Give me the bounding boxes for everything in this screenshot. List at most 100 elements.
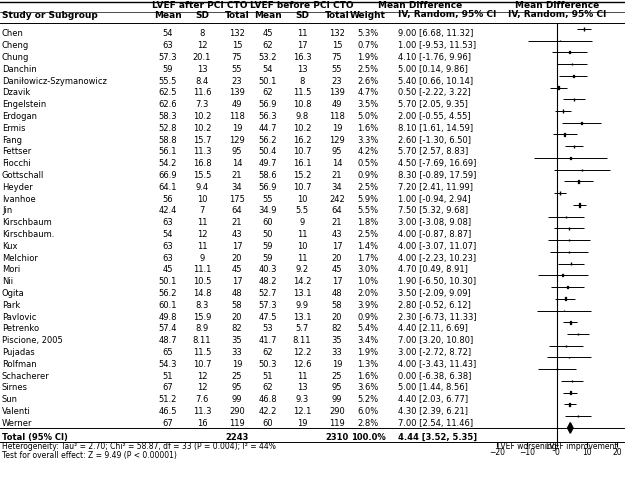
Text: 16.8: 16.8: [192, 159, 211, 168]
Text: 8.4: 8.4: [196, 77, 209, 86]
Text: 16.1: 16.1: [292, 159, 311, 168]
Text: 55.5: 55.5: [159, 77, 177, 86]
Text: 11: 11: [297, 372, 308, 381]
Text: 49: 49: [332, 100, 342, 109]
Text: 2310: 2310: [326, 433, 349, 442]
Text: 8.10 [1.61, 14.59]: 8.10 [1.61, 14.59]: [398, 124, 473, 133]
Text: 64: 64: [332, 206, 342, 216]
Text: 75: 75: [232, 53, 242, 62]
Text: 5.70 [2.05, 9.35]: 5.70 [2.05, 9.35]: [398, 100, 468, 109]
Text: Valenti: Valenti: [2, 407, 31, 416]
Text: 9: 9: [299, 218, 304, 227]
Text: 52.7: 52.7: [259, 289, 278, 298]
Text: 1.9%: 1.9%: [357, 348, 379, 357]
Text: 8: 8: [299, 77, 305, 86]
Text: 58: 58: [332, 301, 342, 310]
Text: 10.2: 10.2: [192, 112, 211, 121]
Text: Kux: Kux: [2, 242, 18, 251]
Text: Ermis: Ermis: [2, 124, 26, 133]
Text: 8.3: 8.3: [195, 301, 209, 310]
Text: 14: 14: [332, 159, 342, 168]
Bar: [562, 109, 563, 113]
Text: 9.8: 9.8: [296, 112, 309, 121]
Text: 5.40 [0.66, 10.14]: 5.40 [0.66, 10.14]: [398, 77, 473, 86]
Text: 64.1: 64.1: [159, 183, 177, 192]
Text: Mean Difference: Mean Difference: [378, 0, 462, 10]
Text: Fiocchi: Fiocchi: [2, 159, 31, 168]
Text: 100.0%: 100.0%: [351, 433, 386, 442]
Text: 8.9: 8.9: [196, 324, 209, 333]
Text: 25: 25: [332, 372, 342, 381]
Text: 2.30 [-6.73, 11.33]: 2.30 [-6.73, 11.33]: [398, 313, 477, 321]
Text: 11: 11: [197, 218, 208, 227]
Text: 13: 13: [297, 383, 308, 392]
Text: 62.6: 62.6: [159, 100, 177, 109]
Text: 4.2%: 4.2%: [357, 148, 379, 157]
Text: 62: 62: [262, 348, 273, 357]
Text: 2.6%: 2.6%: [357, 77, 379, 86]
Text: 4.10 [-1.76, 9.96]: 4.10 [-1.76, 9.96]: [398, 53, 471, 62]
Text: 19: 19: [332, 124, 342, 133]
Text: 12: 12: [197, 383, 208, 392]
Text: 53: 53: [262, 324, 273, 333]
Text: 20: 20: [232, 253, 242, 262]
Text: 56: 56: [162, 194, 173, 204]
Text: 2.80 [-0.52, 6.12]: 2.80 [-0.52, 6.12]: [398, 301, 471, 310]
Text: Piscione, 2005: Piscione, 2005: [2, 336, 62, 345]
Text: 5.00 [0.14, 9.86]: 5.00 [0.14, 9.86]: [398, 65, 468, 74]
Bar: [565, 297, 566, 300]
Text: 55: 55: [332, 65, 342, 74]
Bar: [559, 192, 561, 195]
Text: 12: 12: [197, 372, 208, 381]
Text: 50: 50: [262, 230, 273, 239]
Text: 62: 62: [262, 89, 273, 97]
Text: 11.3: 11.3: [192, 407, 211, 416]
Text: 34: 34: [232, 183, 242, 192]
Text: 16.3: 16.3: [292, 53, 311, 62]
Text: Total (95% CI): Total (95% CI): [2, 433, 68, 442]
Text: 5.9%: 5.9%: [357, 194, 379, 204]
Text: 10: 10: [297, 194, 308, 204]
Text: LVEF before PCI CTO: LVEF before PCI CTO: [250, 0, 354, 10]
Text: 5.2%: 5.2%: [357, 395, 379, 404]
Text: Jin: Jin: [2, 206, 12, 216]
Text: 23: 23: [332, 77, 342, 86]
Text: 11.5: 11.5: [292, 89, 311, 97]
Text: 16: 16: [197, 419, 208, 428]
Text: Mean: Mean: [154, 11, 182, 20]
Text: Chen: Chen: [2, 29, 24, 38]
Text: 43: 43: [332, 230, 342, 239]
Text: 59: 59: [262, 242, 273, 251]
Text: 7: 7: [199, 206, 205, 216]
Text: 0.9%: 0.9%: [357, 171, 379, 180]
Polygon shape: [568, 422, 573, 433]
Text: Chung: Chung: [2, 53, 29, 62]
Text: 118: 118: [329, 112, 345, 121]
Text: 11.6: 11.6: [192, 89, 211, 97]
Text: 2.60 [-1.30, 6.50]: 2.60 [-1.30, 6.50]: [398, 136, 471, 145]
Text: 54.2: 54.2: [159, 159, 177, 168]
Text: 51: 51: [262, 372, 273, 381]
Text: 42.4: 42.4: [159, 206, 177, 216]
Text: 35: 35: [232, 336, 242, 345]
Text: Ivanhoe: Ivanhoe: [2, 194, 36, 204]
Text: 44.7: 44.7: [259, 124, 278, 133]
Text: 3.6%: 3.6%: [357, 383, 379, 392]
Text: 48.7: 48.7: [159, 336, 177, 345]
Text: 15: 15: [232, 41, 242, 50]
Text: 132: 132: [329, 29, 345, 38]
Text: 5.3%: 5.3%: [357, 29, 379, 38]
Text: 5.7: 5.7: [296, 324, 309, 333]
Text: 95: 95: [232, 148, 242, 157]
Text: 4.00 [-3.07, 11.07]: 4.00 [-3.07, 11.07]: [398, 242, 476, 251]
Text: 12: 12: [197, 230, 208, 239]
Text: 64: 64: [232, 206, 242, 216]
Text: 9.9: 9.9: [296, 301, 309, 310]
Text: Danchin: Danchin: [2, 65, 37, 74]
Text: 45: 45: [232, 265, 242, 274]
Text: 4.44 [3.52, 5.35]: 4.44 [3.52, 5.35]: [398, 433, 477, 442]
Text: 34.9: 34.9: [259, 206, 278, 216]
Text: 139: 139: [329, 89, 345, 97]
Text: 2.5%: 2.5%: [357, 230, 379, 239]
Text: 1.3%: 1.3%: [357, 360, 379, 369]
